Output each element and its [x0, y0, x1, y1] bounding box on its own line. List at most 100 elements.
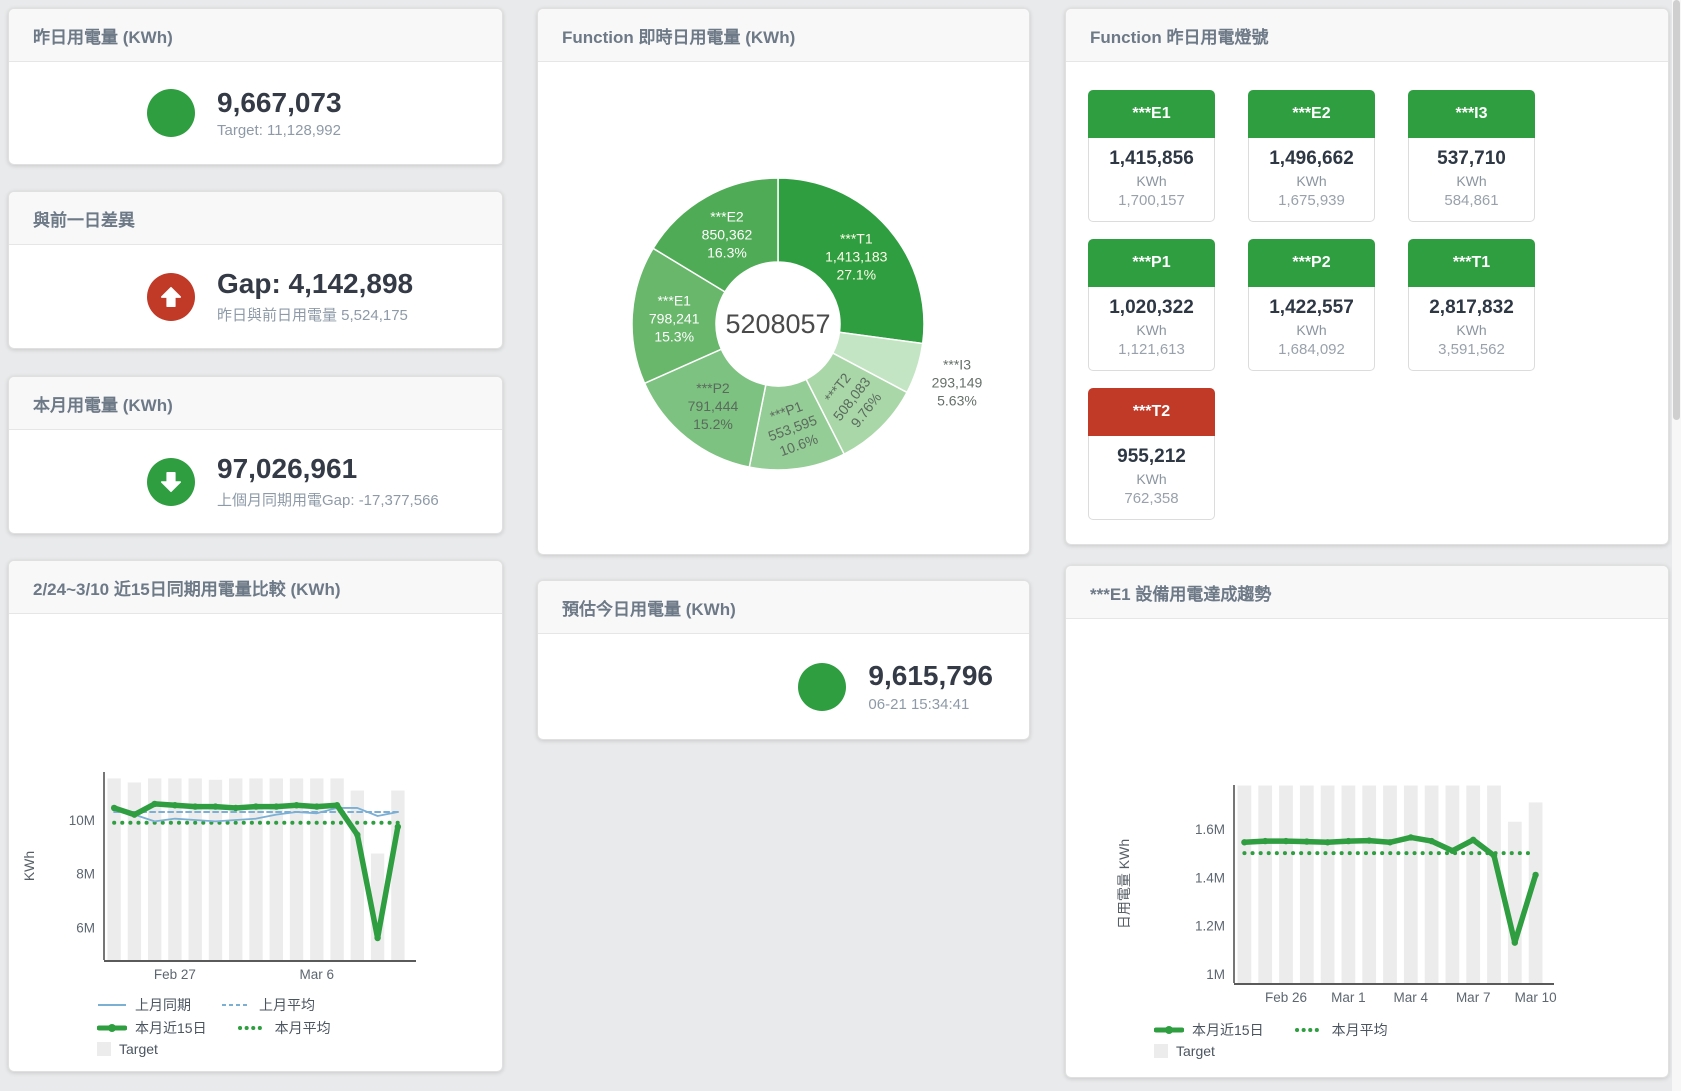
legend-item-this-month-average[interactable]: 本月平均	[237, 1018, 331, 1038]
status-circle-green	[798, 662, 847, 711]
x-tick-label: Mar 4	[1394, 990, 1429, 1005]
card-title-comparison: 2/24~3/10 近15日同期用電量比較 (KWh)	[9, 561, 502, 614]
donut-slice-label: ***I3 293,149 5.63%	[932, 357, 983, 409]
target-bar	[208, 779, 223, 960]
series-solid-line	[113, 807, 399, 823]
legend-item-target[interactable]: Target	[97, 1041, 158, 1057]
tile-P1[interactable]: ***P1 1,020,322 KWh 1,121,613	[1088, 239, 1215, 371]
y-tick-label: 1.2M	[1195, 919, 1225, 934]
data-point	[1449, 847, 1456, 854]
data-point	[1241, 839, 1248, 846]
donut-slice-label: ***T1 1,413,183 27.1%	[825, 231, 887, 283]
card-realtime-usage-donut: Function 即時日用電量 (KWh) ***T1 1,413,183 27.1…	[537, 8, 1030, 555]
function-usage-donut-chart[interactable]: ***T1 1,413,183 27.1%***I3 293,149 5.63%***T…	[538, 62, 1027, 552]
tile-unit: KWh	[1296, 322, 1327, 338]
kpi-body: 97,026,961 上個月同期用電Gap: -17,377,566	[9, 430, 502, 533]
card-e1-trend-chart: ***E1 設備用電達成趨勢 1M 1.2M 1.4M 1.6M Feb 26 Mar 1…	[1065, 565, 1669, 1078]
legend-item-this-month-15days[interactable]: 本月近15日	[1154, 1020, 1264, 1040]
tile-E2[interactable]: ***E2 1,496,662 KWh 1,675,939	[1248, 90, 1375, 222]
legend-item-this-month-average[interactable]: 本月平均	[1294, 1020, 1388, 1040]
tile-name: ***I3	[1408, 90, 1535, 138]
kpi-subtext: 上個月同期用電Gap: -17,377,566	[217, 491, 439, 509]
tile-target: 3,591,562	[1438, 341, 1505, 358]
card-yesterday-usage: 昨日用電量 (KWh) 9,667,073 Target: 11,128,992	[8, 8, 503, 165]
donut-slice-label: ***E1 798,241 15.3%	[649, 292, 700, 344]
y-axis-label: KWh	[21, 851, 37, 881]
legend-item-target[interactable]: Target	[1154, 1043, 1215, 1059]
data-point	[1366, 837, 1373, 844]
kpi-body: 9,667,073 Target: 11,128,992	[9, 62, 502, 164]
donut-center-total: 5208057	[725, 309, 830, 339]
data-point	[1386, 839, 1394, 846]
tile-target: 762,358	[1124, 490, 1179, 507]
card-month-usage: 本月用電量 (KWh) 97,026,961 上個月同期用電Gap: -17,3…	[8, 376, 503, 534]
line-thick-green-icon	[1154, 1026, 1184, 1034]
donut-slice-T1[interactable]	[777, 177, 925, 345]
data-point	[1490, 852, 1498, 859]
kpi-value: Gap: 4,142,898	[217, 268, 414, 300]
scrollbar-thumb[interactable]	[1673, 0, 1680, 420]
tile-name: ***T2	[1088, 388, 1215, 436]
scrollbar[interactable]	[1672, 0, 1681, 1091]
target-bar	[1445, 785, 1460, 983]
donut-slice-label: ***P2 791,444 15.2%	[688, 380, 739, 432]
target-bar	[1424, 785, 1439, 983]
arrow-down-icon	[147, 457, 195, 506]
card-yesterday-lights: Function 昨日用電燈號 ***E1 1,415,856 KWh 1,700,…	[1065, 8, 1669, 545]
legend-item-last-month-average[interactable]: 上月平均	[221, 995, 315, 1015]
y-tick-label: 10M	[69, 813, 95, 828]
target-bar	[269, 778, 283, 960]
tile-target: 584,861	[1444, 192, 1499, 209]
data-point	[1282, 837, 1290, 845]
target-bar	[1383, 785, 1397, 983]
donut-slice-E2[interactable]	[652, 177, 779, 293]
card-day-gap: 與前一日差異 Gap: 4,142,898 昨日與前日用電量 5,524,175	[8, 191, 503, 349]
tile-P2[interactable]: ***P2 1,422,557 KWh 1,684,092	[1248, 239, 1375, 371]
legend-item-last-month-same-period[interactable]: 上月同期	[97, 995, 191, 1015]
target-bar	[1466, 785, 1481, 983]
target-bar	[1403, 785, 1418, 983]
tile-E1[interactable]: ***E1 1,415,856 KWh 1,700,157	[1088, 90, 1215, 222]
tile-T1[interactable]: ***T1 2,817,832 KWh 3,591,562	[1408, 239, 1535, 371]
x-tick-label: Mar 6	[300, 967, 335, 982]
target-bar	[188, 778, 202, 960]
comparison-line-chart[interactable]: 6M 8M 10M Feb 27 Mar 6 KWh	[9, 614, 500, 986]
e1-legend: 本月近15日 本月平均 Target	[1154, 1020, 1668, 1059]
tile-T2[interactable]: ***T2 955,212 KWh 762,358	[1088, 388, 1215, 520]
target-bar	[1279, 785, 1293, 983]
y-tick-label: 8M	[76, 867, 95, 882]
data-point	[374, 934, 381, 942]
data-point	[232, 804, 239, 812]
target-bar	[1528, 802, 1543, 983]
data-point	[1324, 839, 1331, 846]
kpi-subtext: Target: 11,128,992	[217, 122, 341, 140]
y-tick-label: 1.6M	[1195, 822, 1225, 837]
e1-trend-line-chart[interactable]: 1M 1.2M 1.4M 1.6M Feb 26 Mar 1 Mar 4 Mar 7 Mar 1…	[1066, 619, 1666, 1011]
legend-item-this-month-15days[interactable]: 本月近15日	[97, 1018, 207, 1038]
data-point	[394, 823, 402, 830]
target-bar	[147, 778, 162, 960]
y-axis-label: 日用電量 KWh	[1116, 839, 1132, 929]
card-title-e1-trend: ***E1 設備用電達成趨勢	[1066, 566, 1668, 619]
target-bar	[1507, 821, 1522, 983]
y-tick-label: 1.4M	[1195, 870, 1225, 885]
tile-unit: KWh	[1136, 471, 1167, 487]
tile-value: 2,817,832	[1429, 297, 1514, 318]
tile-unit: KWh	[1456, 322, 1487, 338]
card-title-day-gap: 與前一日差異	[9, 192, 502, 245]
data-point	[151, 800, 158, 808]
target-bar	[391, 790, 405, 960]
card-title-month: 本月用電量 (KWh)	[9, 377, 502, 430]
target-bar	[1320, 785, 1335, 983]
tile-name: ***E2	[1248, 90, 1375, 138]
tile-I3[interactable]: ***I3 537,710 KWh 584,861	[1408, 90, 1535, 222]
data-point	[293, 802, 300, 809]
target-swatch-icon	[97, 1042, 111, 1056]
tile-value: 1,422,557	[1269, 297, 1354, 318]
data-point	[1428, 837, 1435, 845]
target-bar	[1237, 785, 1252, 983]
target-bar	[1299, 785, 1314, 983]
line-dotted-green-icon	[1294, 1028, 1324, 1032]
x-tick-label: Mar 7	[1456, 990, 1491, 1005]
